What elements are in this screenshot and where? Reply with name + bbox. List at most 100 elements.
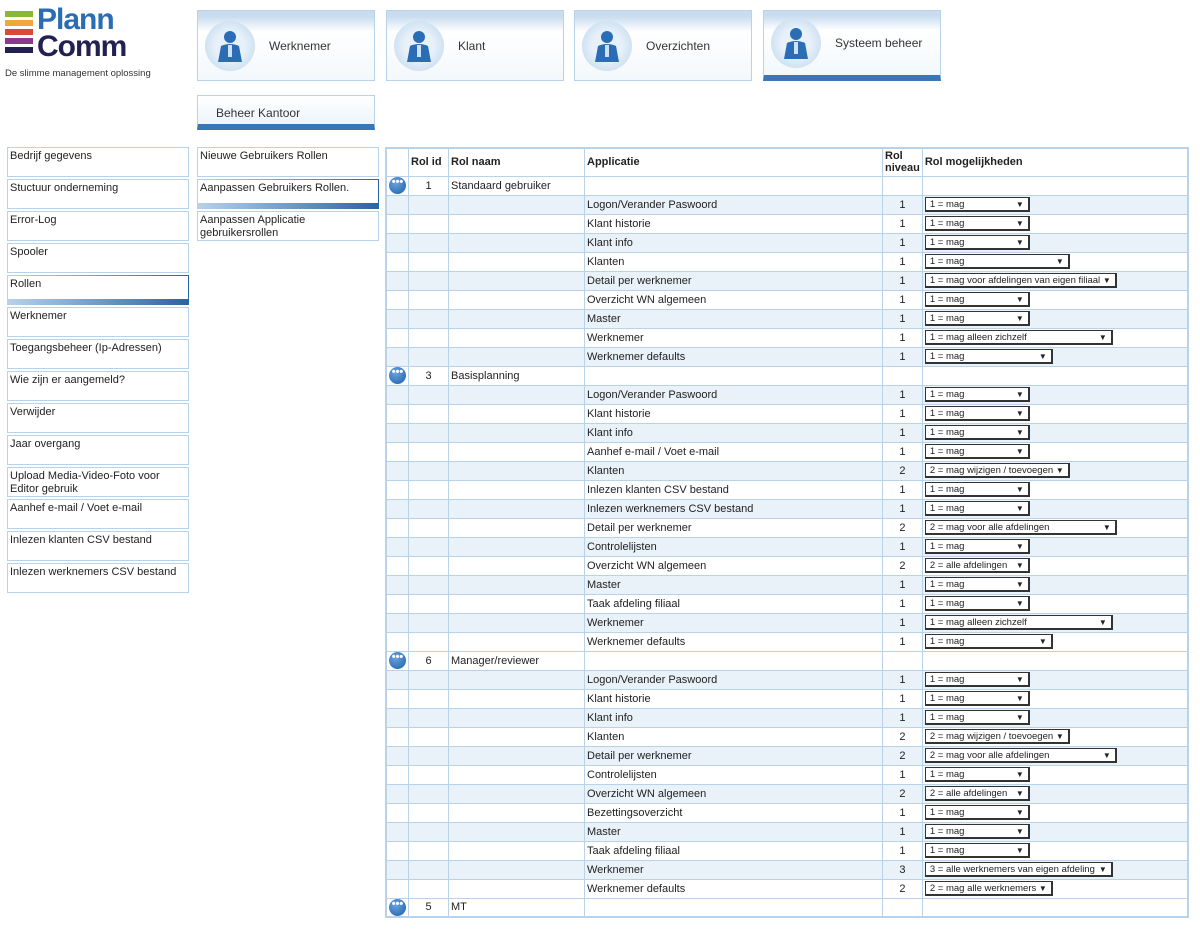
rol-mogelijkheden-select[interactable]: 1 = mag ▼: [924, 672, 1030, 687]
empty-cell: [385, 764, 409, 785]
menu-item[interactable]: Aanhef e-mail / Voet e-mail: [7, 499, 189, 529]
rol-mogelijkheden-select[interactable]: 1 = mag ▼: [924, 710, 1030, 725]
rol-mogelijkheden-select[interactable]: 1 = mag ▼: [924, 254, 1070, 269]
role-group-row: ••• 5 MT: [385, 897, 1189, 918]
nav-klant-button[interactable]: Klant: [386, 10, 564, 81]
beheer-kantoor-button[interactable]: Beheer Kantoor: [197, 95, 375, 130]
rol-mogelijkheden-select[interactable]: 1 = mag ▼: [924, 539, 1030, 554]
rol-mogelijkheden-select[interactable]: 1 = mag ▼: [924, 767, 1030, 782]
rol-id: 6: [408, 650, 449, 671]
application-row: Klanten 1 1 = mag ▼: [385, 251, 1189, 272]
rol-mogelijkheden-select[interactable]: 1 = mag ▼: [924, 349, 1053, 364]
rol-mogelijkheden-select[interactable]: 1 = mag ▼: [924, 634, 1053, 649]
menu-item[interactable]: Rollen: [7, 275, 189, 305]
rol-mogelijkheden-select[interactable]: 1 = mag ▼: [924, 425, 1030, 440]
empty-cell: [882, 175, 923, 196]
menu-item[interactable]: Bedrijf gegevens: [7, 147, 189, 177]
rol-mogelijkheden-select[interactable]: 1 = mag ▼: [924, 197, 1030, 212]
menu-item[interactable]: Error-Log: [7, 211, 189, 241]
rol-mogelijkheden-select[interactable]: 2 = mag voor alle afdelingen ▼: [924, 748, 1117, 763]
application-row: Klant historie 1 1 = mag ▼: [385, 213, 1189, 234]
role-group-row: ••• 3 Basisplanning: [385, 365, 1189, 386]
empty-cell: [448, 536, 585, 557]
rol-mogelijkheden-select[interactable]: 2 = mag wijzigen / toevoegen ▼: [924, 729, 1070, 744]
nav-systeem-beheer-button[interactable]: Systeem beheer: [763, 10, 941, 81]
rol-mogelijkheden-select[interactable]: 1 = mag voor afdelingen van eigen filiaa…: [924, 273, 1117, 288]
menu-item[interactable]: Spooler: [7, 243, 189, 273]
menu-item[interactable]: Upload Media-Video-Foto voor Editor gebr…: [7, 467, 189, 497]
options-cell: 1 = mag voor afdelingen van eigen filiaa…: [921, 270, 1189, 291]
rol-mogelijkheden-select[interactable]: 1 = mag ▼: [924, 501, 1030, 516]
options-cell: 1 = mag ▼: [921, 574, 1189, 595]
application-row: Inlezen werknemers CSV bestand 1 1 = mag ▼: [385, 498, 1189, 519]
menu-item[interactable]: Verwijder: [7, 403, 189, 433]
rol-naam: Standaard gebruiker: [448, 175, 585, 196]
header-applicatie: Applicatie: [584, 147, 883, 177]
rol-niveau: 1: [882, 593, 923, 614]
more-options-icon[interactable]: •••: [389, 367, 406, 384]
menu-item[interactable]: Aanpassen Applicatie gebruikersrollen: [197, 211, 379, 241]
dropdown-arrow-icon: ▼: [1015, 769, 1024, 779]
applicatie: Aanhef e-mail / Voet e-mail: [584, 441, 883, 462]
rol-mogelijkheden-select[interactable]: 1 = mag ▼: [924, 691, 1030, 706]
options-cell: 2 = mag voor alle afdelingen ▼: [921, 745, 1189, 766]
empty-cell: [385, 574, 409, 595]
rol-niveau: 1: [882, 270, 923, 291]
rol-mogelijkheden-select[interactable]: 2 = alle afdelingen ▼: [924, 786, 1030, 801]
rol-mogelijkheden-select[interactable]: 1 = mag ▼: [924, 444, 1030, 459]
menu-item[interactable]: Aanpassen Gebruikers Rollen.: [197, 179, 379, 209]
rol-mogelijkheden-select[interactable]: 1 = mag ▼: [924, 482, 1030, 497]
menu-item[interactable]: Wie zijn er aangemeld?: [7, 371, 189, 401]
rol-mogelijkheden-select[interactable]: 1 = mag ▼: [924, 387, 1030, 402]
nav-overzichten-button[interactable]: Overzichten: [574, 10, 752, 81]
rol-mogelijkheden-select[interactable]: 3 = alle werknemers van eigen afdeling ▼: [924, 862, 1113, 877]
menu-item[interactable]: Toegangsbeheer (Ip-Adressen): [7, 339, 189, 369]
selected-value: 2 = alle afdelingen: [929, 787, 1008, 799]
rol-mogelijkheden-select[interactable]: 1 = mag ▼: [924, 292, 1030, 307]
rol-mogelijkheden-select[interactable]: 2 = mag alle werknemers ▼: [924, 881, 1053, 896]
rol-mogelijkheden-select[interactable]: 1 = mag ▼: [924, 577, 1030, 592]
menu-item[interactable]: Werknemer: [7, 307, 189, 337]
menu-item[interactable]: Nieuwe Gebruikers Rollen: [197, 147, 379, 177]
applicatie: Controlelijsten: [584, 764, 883, 785]
options-cell: 2 = alle afdelingen ▼: [921, 783, 1189, 804]
dropdown-arrow-icon: ▼: [1098, 617, 1107, 627]
empty-cell: [385, 460, 409, 481]
rol-mogelijkheden-select[interactable]: 1 = mag alleen zichzelf ▼: [924, 615, 1113, 630]
application-row: Master 1 1 = mag ▼: [385, 821, 1189, 842]
rol-mogelijkheden-select[interactable]: 1 = mag ▼: [924, 824, 1030, 839]
table-header-row: Rol id Rol naam Applicatie Rol niveau Ro…: [385, 147, 1189, 177]
empty-cell: [385, 403, 409, 424]
rol-mogelijkheden-select[interactable]: 1 = mag ▼: [924, 311, 1030, 326]
rol-mogelijkheden-select[interactable]: 1 = mag ▼: [924, 406, 1030, 421]
rol-niveau: 1: [882, 802, 923, 823]
empty-cell: [385, 859, 409, 880]
empty-cell: [448, 346, 585, 367]
rol-mogelijkheden-select[interactable]: 1 = mag ▼: [924, 805, 1030, 820]
rol-mogelijkheden-select[interactable]: 2 = alle afdelingen ▼: [924, 558, 1030, 573]
rol-mogelijkheden-select[interactable]: 1 = mag ▼: [924, 216, 1030, 231]
applicatie: Klant historie: [584, 688, 883, 709]
rol-naam: MT: [448, 897, 585, 918]
menu-item[interactable]: Jaar overgang: [7, 435, 189, 465]
menu-item[interactable]: Inlezen klanten CSV bestand: [7, 531, 189, 561]
menu-item[interactable]: Inlezen werknemers CSV bestand: [7, 563, 189, 593]
rol-mogelijkheden-select[interactable]: 2 = mag voor alle afdelingen ▼: [924, 520, 1117, 535]
rol-mogelijkheden-select[interactable]: 2 = mag wijzigen / toevoegen ▼: [924, 463, 1070, 478]
header-rol-id: Rol id: [408, 147, 449, 177]
rol-niveau: 1: [882, 688, 923, 709]
rol-mogelijkheden-select[interactable]: 1 = mag ▼: [924, 596, 1030, 611]
rol-mogelijkheden-select[interactable]: 1 = mag ▼: [924, 235, 1030, 250]
more-options-icon[interactable]: •••: [389, 652, 406, 669]
selected-value: 2 = mag voor alle afdelingen: [929, 749, 1050, 761]
more-options-icon[interactable]: •••: [389, 898, 406, 916]
menu-item[interactable]: Stuctuur onderneming: [7, 179, 189, 209]
empty-cell: [385, 878, 409, 899]
nav-werknemer-button[interactable]: Werknemer: [197, 10, 375, 81]
dropdown-arrow-icon: ▼: [1015, 313, 1024, 323]
empty-cell: [448, 688, 585, 709]
more-options-icon[interactable]: •••: [389, 177, 406, 194]
application-row: Aanhef e-mail / Voet e-mail 1 1 = mag ▼: [385, 441, 1189, 462]
rol-mogelijkheden-select[interactable]: 1 = mag ▼: [924, 843, 1030, 858]
rol-mogelijkheden-select[interactable]: 1 = mag alleen zichzelf ▼: [924, 330, 1113, 345]
